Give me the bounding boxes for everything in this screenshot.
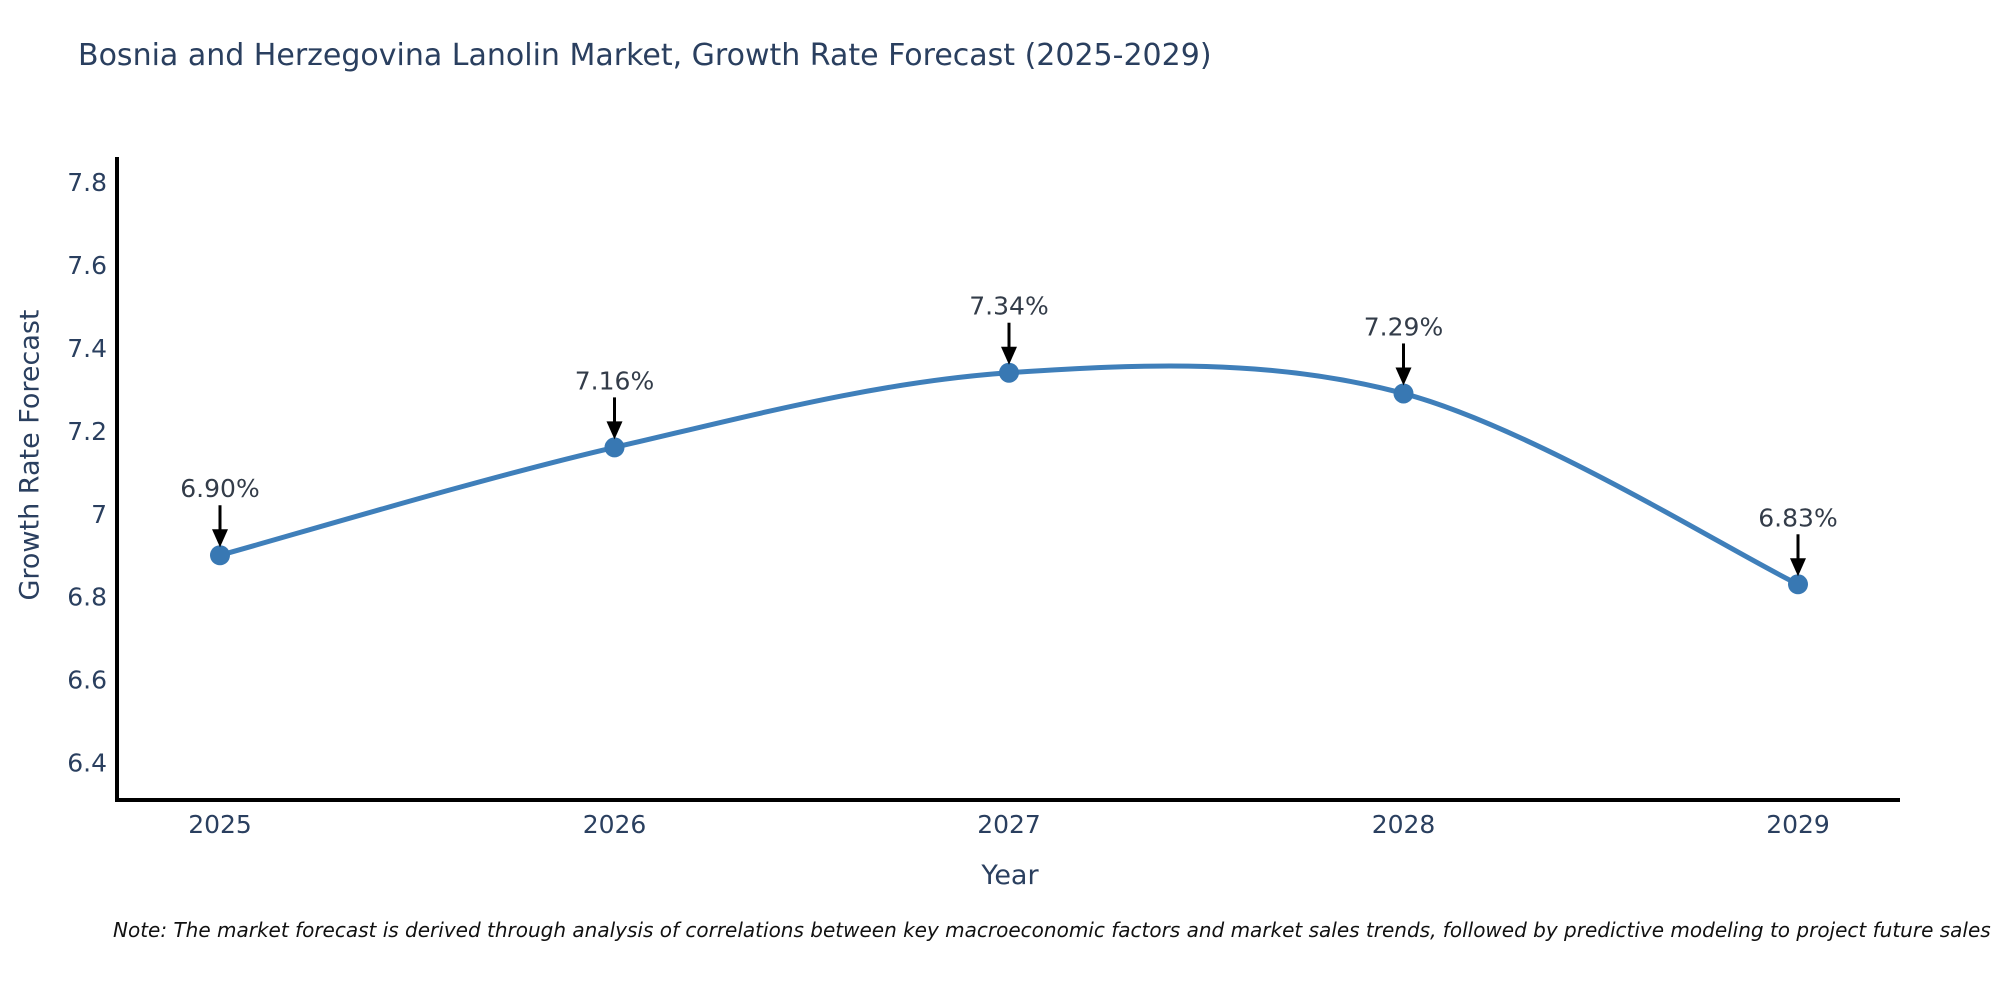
x-axis-title: Year <box>981 860 1039 891</box>
data-point-marker <box>1788 574 1808 595</box>
chart-title: Bosnia and Herzegovina Lanolin Market, G… <box>78 38 1212 73</box>
y-tick-label: 7.2 <box>67 417 107 446</box>
x-tick-label: 2028 <box>1372 810 1436 839</box>
footnote: Note: The market forecast is derived thr… <box>113 918 1991 942</box>
data-point-marker <box>999 362 1019 383</box>
annotation-arrow-head <box>212 529 228 548</box>
y-tick-label: 6.8 <box>67 583 107 612</box>
annotation-arrow-head <box>1790 558 1806 577</box>
data-point-label: 7.29% <box>1364 312 1443 341</box>
annotation-arrow-head <box>1395 367 1412 386</box>
data-point-marker <box>604 437 625 458</box>
x-tick-label: 2029 <box>1766 810 1830 839</box>
data-point-marker <box>210 545 230 566</box>
y-tick-label: 7.8 <box>67 168 107 197</box>
annotation-arrow-head <box>1001 346 1017 365</box>
y-tick-label: 6.6 <box>67 666 107 695</box>
annotation-arrow-head <box>606 421 623 440</box>
data-point-label: 6.83% <box>1758 503 1837 532</box>
x-tick-label: 2027 <box>977 810 1041 839</box>
trend-line <box>217 363 1801 587</box>
data-point-marker <box>1393 383 1414 404</box>
y-tick-label: 7.4 <box>67 334 107 363</box>
x-tick-label: 2025 <box>188 810 252 839</box>
y-tick-label: 7 <box>91 500 107 529</box>
x-tick-label: 2026 <box>583 810 647 839</box>
data-point-label: 7.16% <box>575 366 654 395</box>
data-point-label: 6.90% <box>180 474 259 503</box>
data-point-label: 7.34% <box>969 292 1048 321</box>
y-tick-label: 7.6 <box>67 251 107 280</box>
y-tick-label: 6.4 <box>67 749 107 778</box>
